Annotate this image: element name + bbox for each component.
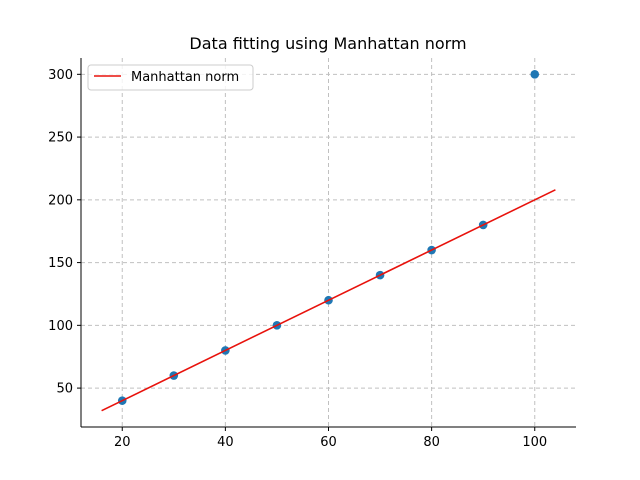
x-tick-label: 40 [217, 435, 234, 450]
fit-line-manhattan-norm [101, 189, 556, 412]
x-tick-label: 80 [423, 435, 440, 450]
y-ticks: 50 100 150 200 250 300 [48, 68, 81, 397]
y-tick-label: 300 [48, 68, 73, 83]
y-tick-label: 200 [48, 193, 73, 208]
legend-label: Manhattan norm [131, 70, 239, 85]
chart-title: Data fitting using Manhattan norm [189, 34, 466, 53]
x-tick-label: 20 [114, 435, 131, 450]
plot-area [101, 70, 556, 412]
x-tick-label: 60 [320, 435, 337, 450]
y-tick-label: 250 [48, 131, 73, 146]
y-tick-label: 150 [48, 256, 73, 271]
x-tick-label: 100 [522, 435, 547, 450]
x-ticks: 20 40 60 80 100 [114, 427, 547, 450]
grid [81, 58, 576, 427]
y-tick-label: 50 [56, 382, 73, 397]
data-point [530, 70, 540, 79]
legend: Manhattan norm [87, 64, 254, 91]
legend-frame [87, 64, 254, 91]
y-tick-label: 100 [48, 319, 73, 334]
